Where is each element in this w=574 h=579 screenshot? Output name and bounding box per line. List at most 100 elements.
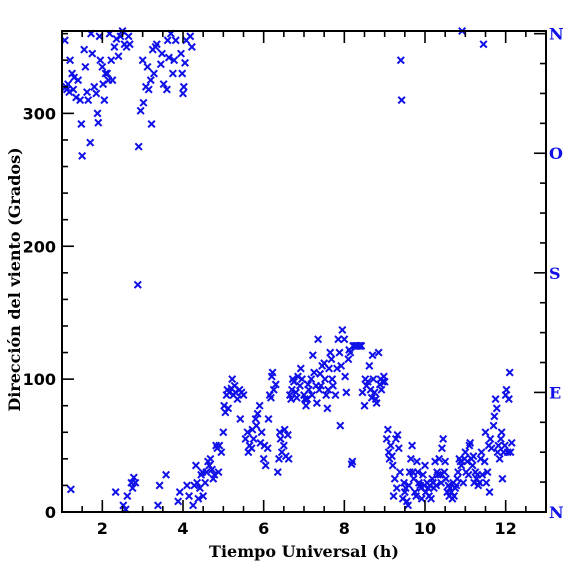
data-point — [153, 501, 163, 510]
data-point — [469, 452, 478, 461]
data-point — [302, 401, 311, 410]
data-point — [264, 414, 273, 424]
data-point — [386, 441, 395, 450]
data-point — [363, 377, 372, 386]
data-point — [308, 351, 317, 360]
data-point — [400, 478, 409, 487]
data-point — [452, 481, 461, 490]
data-point — [276, 434, 285, 443]
data-point — [310, 368, 319, 377]
data-point — [263, 444, 272, 453]
data-point — [131, 478, 140, 487]
data-point — [179, 82, 188, 91]
data-point — [159, 80, 168, 89]
data-point — [358, 388, 367, 397]
data-point — [266, 393, 275, 402]
data-point — [280, 425, 289, 434]
data-point — [505, 368, 514, 377]
data-point — [255, 401, 264, 410]
data-point — [496, 434, 505, 443]
data-point — [320, 359, 329, 368]
data-point — [136, 106, 145, 115]
data-point — [76, 96, 85, 105]
data-point — [404, 481, 413, 490]
data-point — [360, 401, 369, 410]
data-point — [275, 428, 284, 437]
data-point — [152, 40, 161, 49]
data-point — [138, 56, 147, 65]
data-point — [243, 428, 252, 437]
data-point — [344, 355, 353, 364]
data-point — [437, 444, 446, 453]
data-point — [432, 481, 441, 490]
data-point — [271, 380, 280, 389]
data-point — [297, 375, 306, 384]
data-point — [158, 49, 167, 58]
data-point — [502, 385, 511, 394]
data-point — [93, 109, 102, 118]
data-point — [340, 335, 349, 344]
data-point — [279, 441, 288, 450]
x-tick-label: 8 — [339, 519, 350, 538]
data-point — [253, 409, 262, 418]
data-point — [268, 368, 277, 377]
data-point — [440, 468, 449, 477]
data-point — [380, 377, 389, 386]
data-point — [441, 457, 450, 466]
data-point — [206, 454, 215, 463]
data-point — [485, 488, 494, 497]
x-tick-label: 10 — [414, 519, 436, 538]
data-point — [491, 395, 500, 404]
data-point — [84, 96, 93, 105]
data-point — [390, 474, 399, 483]
cardinal-direction-label: N — [549, 25, 564, 44]
data-point — [383, 425, 392, 434]
data-point — [412, 457, 421, 466]
data-point — [334, 335, 343, 344]
data-point — [214, 468, 223, 477]
cardinal-direction-label: O — [549, 144, 563, 163]
x-tick-label: 2 — [97, 519, 108, 538]
data-point — [100, 96, 109, 105]
data-point — [199, 492, 208, 501]
data-point — [95, 32, 104, 41]
data-point — [181, 58, 190, 67]
data-point — [252, 421, 261, 430]
data-point — [477, 448, 486, 457]
data-point — [178, 69, 187, 78]
data-point — [418, 470, 427, 479]
data-point — [60, 36, 69, 45]
data-point — [108, 76, 117, 85]
data-point — [162, 85, 171, 94]
data-point — [327, 355, 336, 364]
data-point — [134, 142, 143, 151]
data-point — [439, 434, 448, 443]
data-point — [164, 53, 173, 62]
data-point — [287, 395, 296, 404]
data-point — [98, 62, 107, 71]
data-point — [307, 375, 316, 384]
data-point — [249, 434, 258, 443]
data-point — [331, 391, 340, 400]
cardinal-direction-label: S — [549, 264, 561, 283]
data-point — [189, 501, 198, 510]
data-point — [494, 441, 503, 450]
data-point — [82, 88, 92, 97]
data-point — [408, 441, 417, 450]
data-point — [201, 478, 210, 487]
data-point — [283, 430, 292, 439]
data-point — [101, 69, 110, 78]
data-point — [393, 430, 402, 439]
data-point — [284, 454, 293, 463]
data-point — [507, 438, 516, 447]
data-point — [370, 388, 379, 397]
data-point — [183, 481, 192, 490]
data-point — [382, 434, 391, 443]
data-point — [406, 454, 415, 463]
data-point — [86, 138, 95, 147]
data-point — [155, 481, 164, 490]
y-tick-label: 0 — [45, 503, 56, 522]
cardinal-direction-label: N — [549, 503, 564, 522]
